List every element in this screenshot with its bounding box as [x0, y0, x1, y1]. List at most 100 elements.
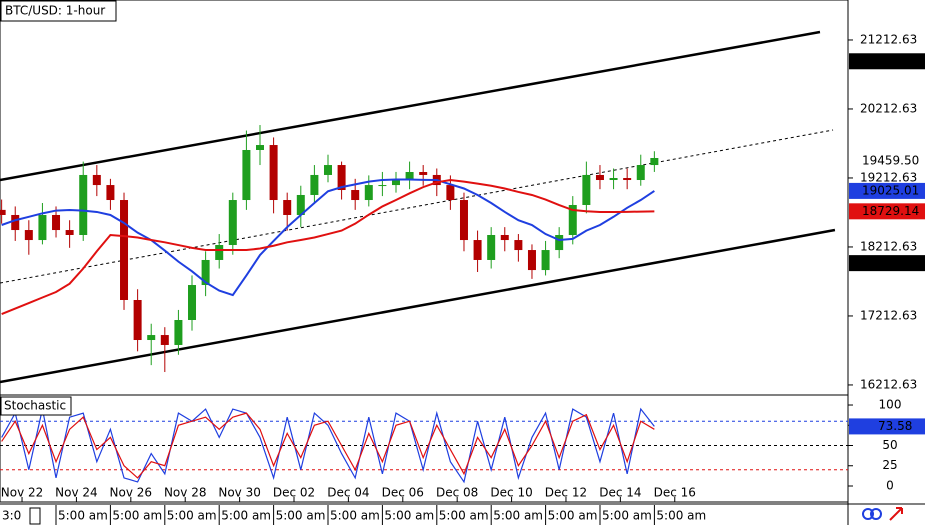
stoch-tag [849, 418, 925, 435]
x-tick-label: Dec 06 [382, 486, 424, 500]
price-tag-label: 18729.14 [862, 204, 919, 218]
candle-body [65, 230, 74, 235]
chart-title: BTC/USD: 1-hour [5, 4, 105, 18]
candle-body [283, 200, 292, 215]
candle-body [595, 174, 604, 181]
x-tick-label: Nov 22 [1, 486, 44, 500]
y-tick-label: 16212.63 [860, 377, 917, 391]
candle-body [120, 200, 129, 300]
time-label: 5:00 am [112, 509, 162, 523]
price-tag [849, 203, 925, 220]
candle-body [364, 185, 373, 201]
x-tick-label: Dec 16 [654, 486, 696, 500]
candle-body [500, 234, 509, 241]
time-label: 5:00 am [548, 509, 598, 523]
y-tick-label: 21212.63 [860, 32, 917, 46]
candle-body [527, 250, 536, 271]
candle-body [52, 214, 61, 231]
arrow-icon[interactable] [889, 507, 903, 521]
candle-body [133, 299, 142, 341]
time-label: 5:00 am [330, 509, 380, 523]
candle-body [609, 178, 618, 181]
candle-body [405, 172, 414, 181]
candle-body [147, 335, 156, 341]
y-tick-label: 19212.63 [860, 170, 917, 184]
candle-body [623, 178, 632, 181]
scroll-marker[interactable] [29, 507, 41, 525]
candle-body [79, 174, 88, 235]
candle-body [106, 185, 115, 201]
channel-line [0, 30, 821, 182]
time-label: 5:00 am [167, 509, 217, 523]
y-tick-label: 25 [882, 458, 897, 472]
stoch-title-box [0, 396, 72, 416]
candle-body [242, 149, 251, 201]
price-tag [849, 152, 925, 169]
candle-body [269, 145, 278, 201]
price-tag-label: 19025.01 [862, 183, 919, 197]
candle-body [256, 145, 265, 150]
candle-body [650, 158, 659, 166]
title-box [0, 0, 117, 22]
candle-body [11, 214, 20, 231]
stochastic-line [1, 407, 655, 484]
time-label: 5:00 am [221, 509, 271, 523]
y-tick-label: 0 [886, 478, 894, 492]
x-tick-label: Nov 26 [110, 486, 153, 500]
moving-average [1, 179, 655, 315]
price-tag-label: 17978.32 [862, 256, 919, 270]
price-tag [849, 255, 925, 272]
candle-body [636, 165, 645, 181]
y-tick-label: 17212.63 [860, 308, 917, 322]
candle-body [487, 234, 496, 260]
candle-body [337, 165, 346, 191]
candle-body [310, 174, 319, 195]
link-icon[interactable] [862, 508, 874, 520]
x-tick-label: Dec 02 [273, 486, 315, 500]
x-tick-label: Dec 10 [490, 486, 532, 500]
candle-body [568, 204, 577, 235]
candle-body [0, 209, 6, 215]
stoch-tag-label: 73.58 [878, 419, 912, 433]
candle-body [391, 180, 400, 186]
candle-body [296, 194, 305, 215]
time-label: 3:0 [2, 509, 21, 523]
candle-body [473, 240, 482, 260]
plot: 21212.63 20212.63 19212.63 18212.63 17212.63… [0, 30, 925, 525]
stochastic-line [1, 412, 655, 479]
link-icon[interactable] [870, 508, 882, 520]
price-tag-label: 19459.50 [862, 153, 919, 167]
time-label: 5:00 am [384, 509, 434, 523]
price-tag [849, 53, 925, 70]
candle-body [201, 259, 210, 286]
price-pane [0, 0, 849, 396]
y-tick-label: 18212.63 [860, 239, 917, 253]
time-label: 5:00 am [58, 509, 108, 523]
stochastic-pane [0, 394, 849, 503]
candle-body [459, 200, 468, 241]
time-label: 5:00 am [656, 509, 706, 523]
candle-body [92, 174, 101, 186]
time-label: 5:00 am [493, 509, 543, 523]
candle-body [351, 190, 360, 201]
time-label: 5:00 am [276, 509, 326, 523]
y-tick-label: 20212.63 [860, 101, 917, 115]
moving-average [1, 178, 655, 297]
price-tag-label: 20903.92 [862, 54, 919, 68]
x-tick-label: Dec 08 [436, 486, 478, 500]
stoch-title: Stochastic [4, 399, 66, 413]
y-tick-label: 100 [879, 398, 902, 412]
x-tick-label: Dec 04 [327, 486, 369, 500]
candle-body [228, 200, 237, 246]
candle-body [555, 234, 564, 251]
candle-body [446, 185, 455, 201]
candle-body [323, 165, 332, 175]
toolbar-icons[interactable] [862, 507, 903, 521]
candle-body [378, 185, 387, 187]
candle-body [514, 240, 523, 251]
y-tick-label: 50 [882, 438, 897, 452]
x-tick-label: Nov 28 [164, 486, 207, 500]
candle-body [541, 250, 550, 271]
